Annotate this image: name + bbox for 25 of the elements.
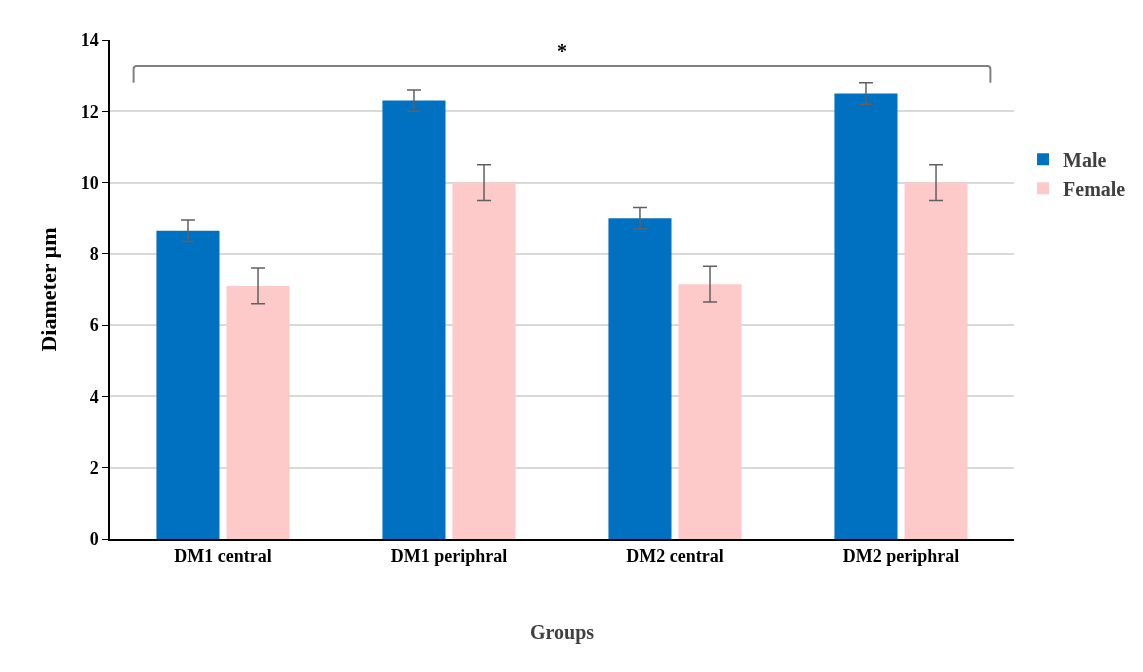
y-tick-label: 6 xyxy=(89,315,99,336)
bar xyxy=(452,182,516,539)
annotation: * xyxy=(557,40,567,62)
legend-label: Female xyxy=(1063,178,1126,201)
x-tick-label: DM2 central xyxy=(626,546,724,567)
y-tick-label: 2 xyxy=(89,458,99,479)
y-axis-title: Diameter µm xyxy=(35,227,61,352)
y-tick-label: 12 xyxy=(80,101,99,122)
bar xyxy=(834,93,898,539)
bar xyxy=(156,230,220,539)
x-tick-label: DM2 periphral xyxy=(842,546,960,567)
y-tick-label: 4 xyxy=(89,386,99,407)
y-tick-label: 14 xyxy=(80,30,99,51)
x-tick-label: DM1 central xyxy=(174,546,272,567)
bar xyxy=(226,285,290,539)
y-tick-label: 10 xyxy=(80,172,99,193)
bar xyxy=(678,284,742,539)
legend-label: Male xyxy=(1063,149,1107,172)
y-tick-label: 0 xyxy=(89,529,99,550)
x-tick-label: DM1 periphral xyxy=(390,546,508,567)
bar xyxy=(382,100,446,539)
bar xyxy=(608,218,672,539)
x-axis-title: Groups xyxy=(529,621,595,645)
y-tick-label: 8 xyxy=(89,244,99,265)
bar xyxy=(904,182,968,539)
